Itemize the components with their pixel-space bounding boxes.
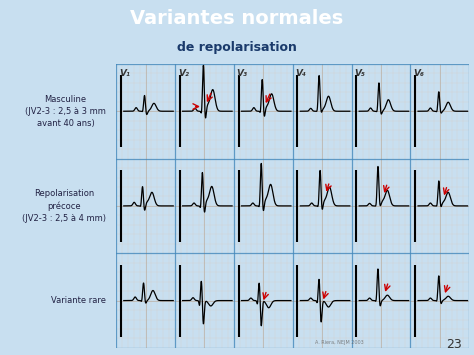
- Text: 23: 23: [447, 338, 462, 351]
- Text: V₂: V₂: [178, 69, 189, 78]
- Text: V₃: V₃: [237, 69, 248, 78]
- Text: Variante rare: Variante rare: [51, 296, 106, 305]
- Text: V₆: V₆: [413, 69, 424, 78]
- Text: V₁: V₁: [119, 69, 130, 78]
- Text: Variantes normales: Variantes normales: [130, 9, 344, 28]
- Text: Repolarisation
précoce
(JV2-3 : 2,5 à 4 mm): Repolarisation précoce (JV2-3 : 2,5 à 4 …: [22, 189, 106, 223]
- Text: Masculine
(JV2-3 : 2,5 à 3 mm
avant 40 ans): Masculine (JV2-3 : 2,5 à 3 mm avant 40 a…: [25, 95, 106, 127]
- Text: V₅: V₅: [355, 69, 365, 78]
- Text: A. Riera, NEJM 2003: A. Riera, NEJM 2003: [315, 340, 364, 345]
- Text: de repolarisation: de repolarisation: [177, 40, 297, 54]
- Text: V₄: V₄: [296, 69, 307, 78]
